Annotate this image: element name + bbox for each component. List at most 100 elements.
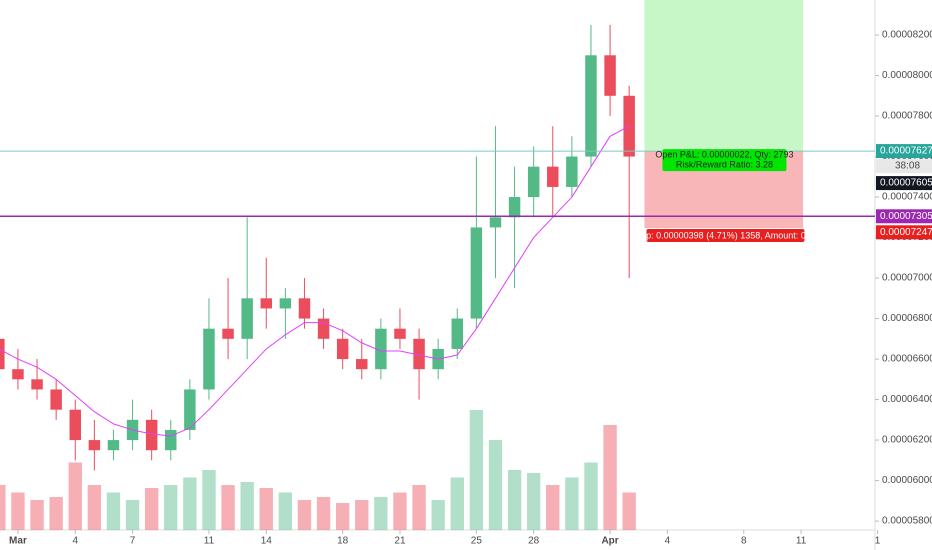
x-tick-label: 11 — [204, 536, 215, 547]
price-tag-label: 0.00007247 — [880, 227, 932, 238]
candle-body — [12, 369, 24, 380]
volume-bar — [106, 492, 121, 530]
y-tick-label: 0.00007400 — [882, 192, 932, 203]
pnl-box — [662, 149, 787, 172]
candle-body — [566, 156, 578, 187]
price-tag-label: 0.00007605 — [880, 178, 932, 189]
candle-body — [184, 389, 196, 430]
candle-body — [585, 55, 597, 157]
price-tag — [876, 144, 932, 159]
candle-body — [107, 440, 120, 451]
candle-body — [241, 298, 253, 339]
x-tick-label: 21 — [394, 536, 406, 547]
rr-label: Risk/Reward Ratio: 3.28 — [676, 159, 773, 169]
y-tick-label: 0.00006000 — [882, 475, 932, 486]
volume-bar — [183, 477, 197, 530]
candle-body — [260, 298, 272, 309]
candle-body — [222, 328, 234, 339]
volume-bar — [565, 477, 579, 530]
y-tick-label: 0.00006600 — [882, 354, 932, 365]
volume-bar — [374, 497, 388, 530]
candle-body — [279, 298, 292, 309]
candle-body — [0, 338, 5, 370]
candle-body — [31, 379, 43, 390]
volume-bar — [202, 470, 216, 530]
volume-bar — [49, 497, 63, 530]
candle-body — [50, 389, 62, 410]
volume-bar — [240, 482, 254, 530]
volume-bar — [393, 492, 407, 530]
candle-body — [394, 328, 406, 339]
x-tick-label: 28 — [528, 536, 540, 547]
volume-bar — [546, 485, 560, 530]
x-tick-label: Mar — [9, 536, 27, 547]
pnl-label: Open P&L: 0.00000022, Qty: 2793 — [655, 149, 793, 159]
x-tick-label: 11 — [796, 536, 807, 547]
y-tick-label: 0.00006800 — [882, 313, 932, 324]
stop-label: Stop: 0.00000398 (4.71%) 1358, Amount: 0… — [633, 230, 819, 240]
volume-bar — [297, 500, 312, 530]
volume-bar — [221, 485, 235, 530]
x-tick-label: 14 — [261, 536, 273, 547]
volume-bar — [164, 485, 178, 530]
x-tick-label: 18 — [337, 536, 349, 547]
volume-bar — [259, 488, 273, 530]
x-tick-label: 1 — [875, 536, 881, 547]
candle-body — [356, 359, 368, 370]
volume-bar — [412, 485, 426, 530]
x-tick-label: Apr — [601, 536, 618, 547]
y-tick-label: 0.00007000 — [882, 273, 932, 284]
countdown: 38:08 — [895, 161, 920, 172]
x-tick-label: 4 — [72, 536, 78, 547]
y-tick-label: 0.00008200 — [882, 30, 932, 41]
volume-bar — [316, 497, 331, 530]
y-tick-label: 0.00006400 — [882, 394, 932, 405]
volume-bar — [0, 485, 6, 530]
volume-bar — [431, 500, 445, 530]
candle-body — [470, 227, 483, 319]
candle-body — [508, 197, 521, 218]
candle-body — [547, 166, 559, 187]
y-tick-label: 0.00007800 — [882, 111, 932, 122]
candle-body — [489, 217, 502, 228]
candle-body — [165, 429, 177, 451]
volume-bar — [68, 462, 82, 530]
price-tag-label: 0.00007627 — [880, 146, 932, 157]
x-tick-label: 25 — [471, 536, 483, 547]
volume-bar — [488, 440, 503, 530]
volume-bar — [335, 503, 350, 530]
price-tag — [876, 209, 932, 224]
volume-bar — [278, 492, 293, 530]
volume-bar — [30, 500, 44, 530]
volume-bar — [11, 492, 25, 530]
volume-bar — [87, 485, 102, 530]
price-tag — [876, 225, 932, 240]
y-tick-label: 0.00008000 — [882, 70, 932, 81]
price-tag — [876, 176, 932, 191]
volume-bar — [622, 492, 636, 530]
candle-body — [69, 409, 81, 441]
candle-body — [375, 328, 387, 370]
y-tick-label: 0.00006200 — [882, 435, 932, 446]
price-tag-label: 0.00007305 — [880, 211, 932, 222]
volume-bar — [469, 410, 484, 530]
candle-body — [413, 338, 425, 370]
candle-body — [298, 298, 311, 319]
volume-bar — [144, 488, 159, 530]
volume-bar — [125, 500, 140, 530]
y-tick-label: 0.00005800 — [882, 516, 932, 527]
candle-body — [317, 318, 330, 339]
candle-body — [451, 318, 463, 349]
countdown-box — [876, 159, 932, 174]
volume-bar — [584, 462, 598, 530]
candle-body — [145, 419, 158, 451]
candle-body — [604, 55, 616, 96]
candle-body — [203, 328, 215, 390]
profit-zone — [644, 0, 803, 152]
stop-box — [646, 229, 805, 243]
candle-body — [88, 440, 101, 451]
candle-body — [336, 338, 349, 360]
volume-bar — [355, 500, 369, 530]
moving-average — [0, 125, 630, 437]
